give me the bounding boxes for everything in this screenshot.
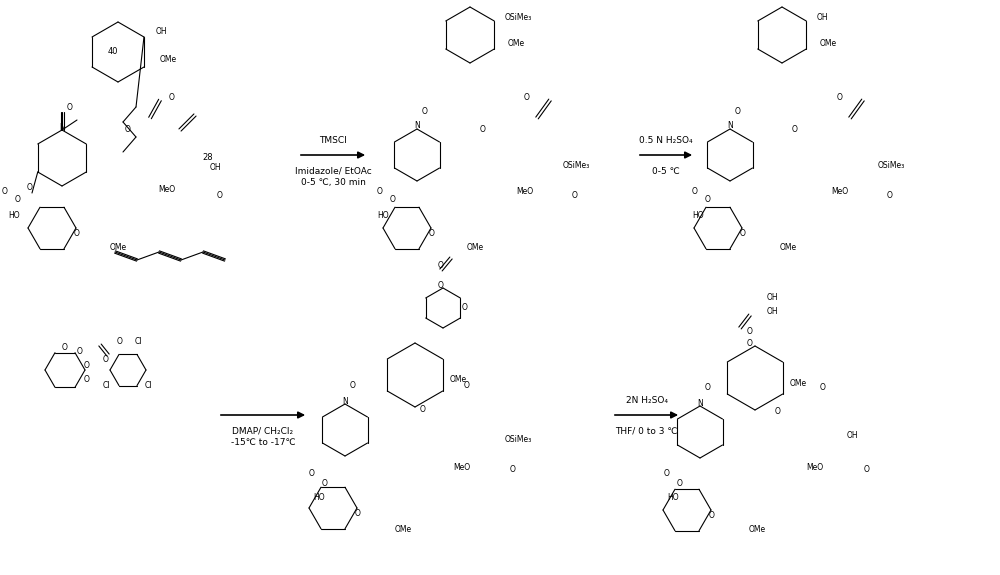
Text: OH: OH <box>767 293 779 302</box>
Text: O: O <box>747 328 753 336</box>
Text: O: O <box>103 355 109 365</box>
Text: O: O <box>887 190 893 200</box>
Text: O: O <box>510 466 516 474</box>
Text: TMSCl: TMSCl <box>319 136 347 145</box>
Text: O: O <box>217 190 223 200</box>
Text: OMe: OMe <box>450 375 467 385</box>
Text: 0-5 ℃: 0-5 ℃ <box>652 167 680 176</box>
Text: -15℃ to -17℃: -15℃ to -17℃ <box>231 438 295 447</box>
Text: OMe: OMe <box>109 243 127 252</box>
Text: O: O <box>422 106 428 116</box>
Text: OSiMe₃: OSiMe₃ <box>505 435 532 444</box>
Text: OMe: OMe <box>394 526 412 535</box>
Text: 2N H₂SO₄: 2N H₂SO₄ <box>626 396 668 405</box>
Text: O: O <box>27 183 33 193</box>
Text: OMe: OMe <box>466 243 484 252</box>
Text: O: O <box>747 339 753 347</box>
Text: OMe: OMe <box>790 378 807 388</box>
Text: O: O <box>692 187 698 197</box>
Text: O: O <box>309 469 315 477</box>
Text: OH: OH <box>210 163 222 172</box>
Text: O: O <box>84 375 90 385</box>
Text: OH: OH <box>767 308 779 316</box>
Text: N: N <box>342 397 348 405</box>
Text: OH: OH <box>156 28 168 36</box>
Text: N: N <box>59 122 65 132</box>
Text: O: O <box>775 408 781 416</box>
Text: O: O <box>350 381 356 390</box>
Text: O: O <box>792 125 798 135</box>
Text: O: O <box>169 94 175 102</box>
Text: N: N <box>727 121 733 131</box>
Text: OMe: OMe <box>160 56 177 64</box>
Text: O: O <box>705 196 711 205</box>
Text: OMe: OMe <box>508 39 525 48</box>
Text: O: O <box>677 478 683 488</box>
Text: OSiMe₃: OSiMe₃ <box>505 13 532 21</box>
Text: OMe: OMe <box>748 526 766 535</box>
Text: Cl: Cl <box>102 381 110 389</box>
Text: O: O <box>15 196 21 205</box>
Text: OH: OH <box>817 13 829 21</box>
Text: OMe: OMe <box>820 39 837 48</box>
Text: MeO: MeO <box>831 187 848 197</box>
Text: O: O <box>74 228 80 237</box>
Text: O: O <box>322 478 328 488</box>
Text: O: O <box>837 94 843 102</box>
Text: Cl: Cl <box>144 381 152 389</box>
Text: HO: HO <box>667 493 679 503</box>
Text: OSiMe₃: OSiMe₃ <box>878 160 905 170</box>
Text: O: O <box>462 304 468 312</box>
Text: 0.5 N H₂SO₄: 0.5 N H₂SO₄ <box>639 136 693 145</box>
Text: O: O <box>420 405 426 415</box>
Text: O: O <box>572 190 578 200</box>
Text: MeO: MeO <box>158 186 175 194</box>
Text: Imidazole/ EtOAc: Imidazole/ EtOAc <box>295 167 371 176</box>
Text: O: O <box>709 511 715 519</box>
Text: O: O <box>480 125 486 135</box>
Text: HO: HO <box>313 493 325 503</box>
Text: N: N <box>414 121 420 131</box>
Text: N: N <box>697 398 703 408</box>
Text: O: O <box>77 347 83 356</box>
Text: 28: 28 <box>203 154 213 163</box>
Text: O: O <box>438 281 444 289</box>
Text: O: O <box>664 469 670 477</box>
Text: OMe: OMe <box>779 243 797 252</box>
Text: O: O <box>62 343 68 352</box>
Text: O: O <box>740 228 746 237</box>
Text: O: O <box>125 125 131 135</box>
Text: O: O <box>377 187 383 197</box>
Text: O: O <box>438 262 444 270</box>
Text: O: O <box>735 106 741 116</box>
Text: OH: OH <box>847 431 859 439</box>
Text: OSiMe₃: OSiMe₃ <box>563 160 590 170</box>
Text: Cl: Cl <box>134 338 142 347</box>
Text: HO: HO <box>692 210 704 220</box>
Text: O: O <box>524 94 530 102</box>
Text: O: O <box>67 104 73 113</box>
Text: O: O <box>705 384 711 393</box>
Text: O: O <box>429 228 435 237</box>
Text: THF/ 0 to 3 ℃: THF/ 0 to 3 ℃ <box>615 427 678 436</box>
Text: O: O <box>820 384 826 393</box>
Text: O: O <box>84 361 90 370</box>
Text: O: O <box>2 187 8 197</box>
Text: HO: HO <box>8 210 20 220</box>
Text: 40: 40 <box>108 48 118 56</box>
Text: O: O <box>355 508 361 518</box>
Text: HO: HO <box>377 210 389 220</box>
Text: O: O <box>464 381 470 389</box>
Text: O: O <box>864 466 870 474</box>
Text: MeO: MeO <box>806 463 823 473</box>
Text: MeO: MeO <box>453 463 470 473</box>
Text: O: O <box>117 338 123 347</box>
Text: MeO: MeO <box>516 187 533 197</box>
Text: DMAP/ CH₂Cl₂: DMAP/ CH₂Cl₂ <box>232 427 294 436</box>
Text: 0-5 ℃, 30 min: 0-5 ℃, 30 min <box>301 178 365 187</box>
Text: O: O <box>390 196 396 205</box>
